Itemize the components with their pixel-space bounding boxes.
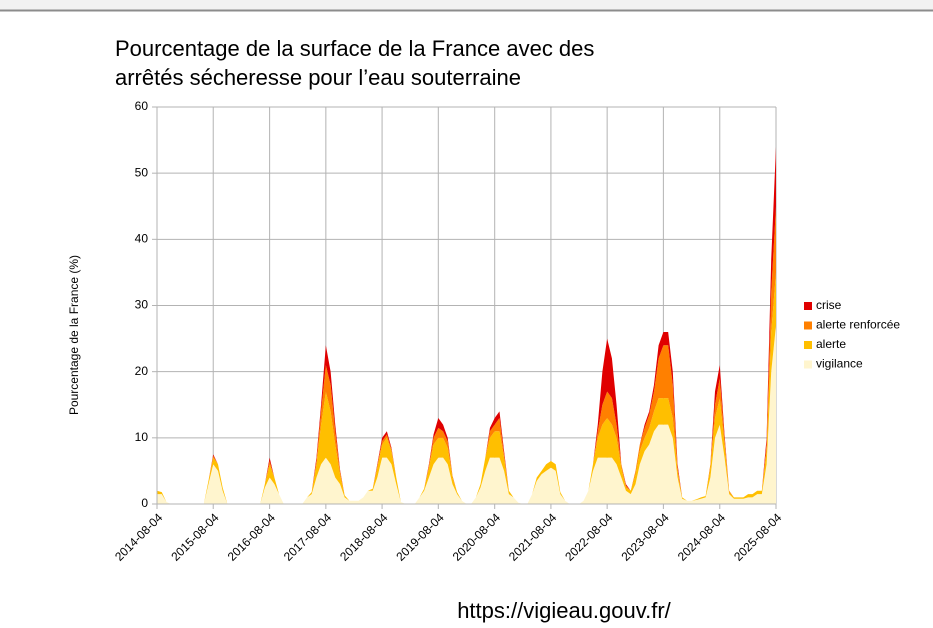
y-tick-label: 0: [141, 496, 148, 510]
area: [157, 325, 776, 504]
x-tick-label: 2024-08-04: [675, 510, 729, 564]
y-tick-label: 30: [135, 298, 149, 312]
chart-title: arrêtés sécheresse pour l’eau souterrain…: [115, 65, 521, 90]
grid: [156, 106, 777, 505]
y-axis-label: Pourcentage de la France (%): [67, 255, 81, 415]
area: [157, 272, 776, 504]
y-tick-label: 60: [135, 99, 149, 113]
y-tick-label: 20: [135, 364, 149, 378]
legend: crise alerte renforcée alerte vigilance: [804, 298, 900, 371]
legend-label: alerte renforcée: [816, 318, 900, 332]
legend-label: alerte: [816, 337, 846, 351]
legend-swatch: [804, 360, 812, 369]
x-tick-label: 2014-08-04: [112, 510, 166, 564]
legend-swatch: [804, 341, 812, 349]
area: [157, 206, 776, 504]
y-tick-label: 50: [135, 165, 149, 179]
window-bar: [0, 0, 933, 10]
y-tick-label: 10: [135, 430, 149, 444]
legend-label: crise: [816, 298, 842, 312]
x-tick-label: 2025-08-04: [731, 510, 785, 564]
x-tick-label: 2021-08-04: [506, 510, 560, 564]
x-tick-label: 2018-08-04: [337, 510, 391, 564]
x-tick-label: 2022-08-04: [562, 510, 616, 564]
x-tick-label: 2015-08-04: [168, 510, 222, 564]
x-tick-label: 2023-08-04: [618, 510, 672, 564]
x-tick-label: 2019-08-04: [393, 510, 447, 564]
legend-swatch: [804, 321, 812, 330]
x-tick-label: 2020-08-04: [450, 510, 504, 564]
source-annotation: https://vigieau.gouv.fr/: [457, 598, 671, 623]
areas: [157, 146, 776, 504]
y-tick-label: 40: [135, 232, 149, 246]
legend-label: vigilance: [816, 357, 863, 371]
legend-swatch: [804, 302, 812, 310]
x-tick-label: 2016-08-04: [225, 510, 279, 564]
chart-title: Pourcentage de la surface de la France a…: [115, 36, 594, 61]
area: [157, 146, 776, 504]
x-tick-label: 2017-08-04: [281, 510, 335, 564]
